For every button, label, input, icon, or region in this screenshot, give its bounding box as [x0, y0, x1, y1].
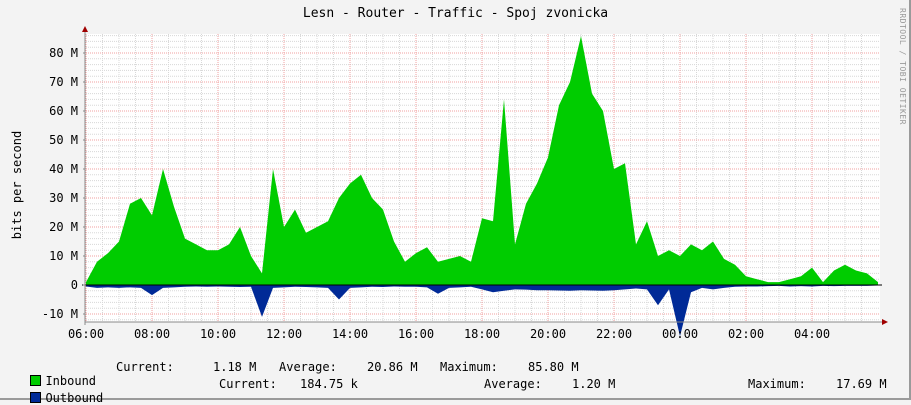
outbound-maximum: 17.69 M	[836, 377, 887, 391]
outbound-current: 184.75 k	[300, 377, 358, 391]
x-tick-label: 14:00	[332, 327, 368, 341]
inbound-current: 1.18 M	[213, 360, 257, 374]
x-tick-label: 10:00	[200, 327, 236, 341]
x-tick-label: 22:00	[596, 327, 632, 341]
legend-inbound: Inbound	[16, 360, 96, 388]
series-area-inbound	[86, 36, 878, 286]
x-tick-label: 12:00	[266, 327, 302, 341]
outbound-average: 1.20 M	[572, 377, 616, 391]
y-tick-label: 30 M	[49, 191, 78, 205]
x-tick-label: 00:00	[662, 327, 698, 341]
x-tick-label: 20:00	[530, 327, 566, 341]
outbound-current-label: Current:	[219, 377, 277, 391]
series-area-outbound	[86, 285, 878, 337]
inbound-label: Inbound	[45, 374, 97, 388]
inbound-maximum-label: Maximum:	[440, 360, 498, 374]
y-tick-label: 0	[71, 278, 78, 292]
outbound-label: Outbound	[45, 391, 104, 405]
chart-title: Lesn - Router - Traffic - Spoj zvonicka	[302, 6, 609, 21]
x-tick-label: 02:00	[728, 327, 764, 341]
inbound-average-label: Average:	[279, 360, 337, 374]
inbound-maximum: 85.80 M	[528, 360, 579, 374]
y-tick-label: 60 M	[49, 104, 78, 118]
x-tick-label: 04:00	[794, 327, 830, 341]
y-tick-label: -10 M	[42, 307, 78, 321]
x-axis-arrow-icon	[882, 319, 888, 325]
y-tick-label: 10 M	[49, 249, 78, 263]
axes	[82, 26, 888, 325]
series-areas	[86, 36, 878, 337]
y-tick-label: 80 M	[49, 46, 78, 60]
y-tick-label: 70 M	[49, 75, 78, 89]
outbound-maximum-label: Maximum:	[748, 377, 806, 391]
x-tick-label: 08:00	[134, 327, 170, 341]
inbound-average: 20.86 M	[367, 360, 418, 374]
x-tick-label: 18:00	[464, 327, 500, 341]
y-tick-labels: -10 M 0 10 M 20 M 30 M 40 M 50 M 60 M 70 M 80 M	[42, 46, 78, 321]
outbound-average-label: Average:	[484, 377, 542, 391]
x-tick-label: 16:00	[398, 327, 434, 341]
outbound-swatch	[30, 392, 42, 403]
x-tick-labels: 06:00 08:00 10:00 12:00 14:00 16:00 18:00 20:00…	[68, 327, 830, 341]
watermark: RRDTOOL / TOBI OETIKER	[898, 8, 907, 125]
y-tick-label: 20 M	[49, 220, 78, 234]
y-axis-arrow-icon	[82, 26, 88, 32]
legend-outbound: Outbound	[16, 377, 103, 405]
y-tick-label: 40 M	[49, 162, 78, 176]
inbound-current-label: Current:	[116, 360, 174, 374]
inbound-swatch	[30, 375, 42, 386]
x-tick-label: 06:00	[68, 327, 104, 341]
y-tick-label: 50 M	[49, 133, 78, 147]
